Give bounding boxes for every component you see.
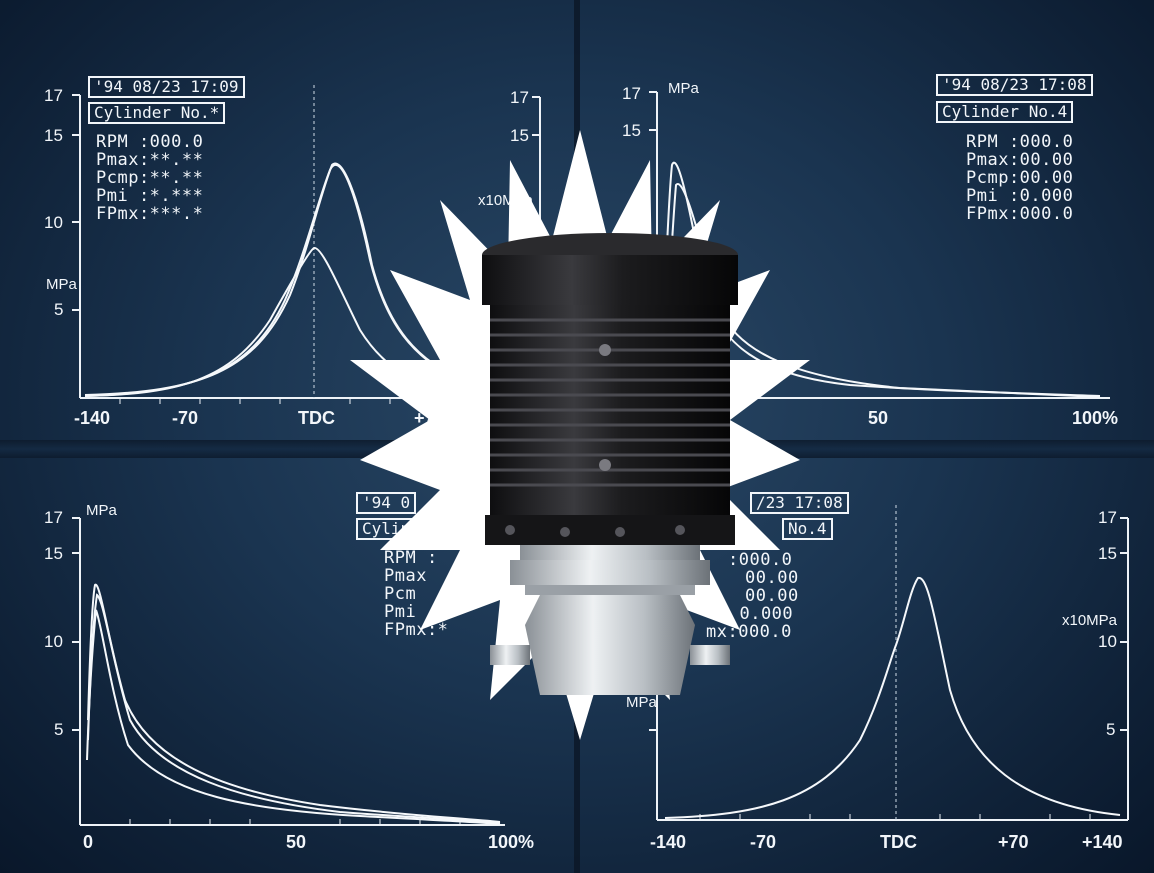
br-x-tick-m140: -140 [650,832,687,852]
bl-x-minor-ticks [129,819,461,825]
br-y-tick-17: 17 [1098,508,1117,527]
tr-readout-pcmp: Pcmp:00.00 [966,168,1074,188]
br-timestamp: /23 17:08 [750,492,849,514]
tr-x-tick-100: 100% [1072,408,1119,428]
tl-x-tick-tdc: TDC [298,408,335,428]
br-trace [664,576,1121,819]
tl-readout-pmi: Pmi :*.*** [96,186,204,206]
bl-readout-fpmx: FPmx:* [384,620,449,640]
tl-y-tick-15: 15 [44,126,63,145]
tr-readout-pmax: Pmax:00.00 [966,150,1074,170]
tl-timestamp: '94 08/23 17:09 [88,76,245,98]
bl-readout-rpm: RPM : [384,548,438,568]
br-x-tick-p70: +70 [998,832,1029,852]
br-y-tick-5: 5 [1106,720,1116,739]
pressure-sensor-icon [482,233,738,695]
bl-timestamp: '94 0 [356,492,417,514]
br-x-tick-tdc: TDC [880,832,917,852]
tl-readout-pmax: Pmax:**.** [96,150,204,170]
tl-readout-rpm: RPM :000.0 [96,132,204,152]
bl-x-tick-50: 50 [286,832,307,852]
bl-x-tick-0: 0 [83,832,94,852]
bl-trace [86,583,501,825]
br-y-tick-10: 10 [1098,632,1117,651]
bl-y-tick-15: 15 [44,544,63,563]
bl-y-tick-10: 10 [44,632,63,651]
tl-x-tick-m140: -140 [74,408,111,428]
tr-mid-tick-15: 15 [510,126,529,145]
tr-mid-tick-17: 17 [510,88,529,107]
br-readout-pcmp: 00.00 [745,586,799,606]
tr-cylinder-label: Cylinder No.4 [936,101,1074,123]
bl-readout-pcmp: Pcm [384,584,417,604]
br-left-unit: MPa [626,694,657,711]
tr-readout-pmi: Pmi :0.000 [966,186,1074,206]
tl-y-tick-5: 5 [54,300,64,319]
tr-y-tick-17: 17 [622,84,641,103]
br-y-tick-15: 15 [1098,544,1117,563]
tl-x-tick-m70: -70 [172,408,199,428]
bl-readout-pmax: Pmax [384,566,427,586]
bl-y-tick-5: 5 [54,720,64,739]
tr-readout-fpmx: FPmx:000.0 [966,204,1074,224]
tl-y-tick-10: 10 [44,213,63,232]
tl-y-tick-17: 17 [44,86,63,105]
br-readout-pmax: 00.00 [745,568,799,588]
bl-y-unit: MPa [86,502,117,519]
tl-readout-pcmp: Pcmp:**.** [96,168,204,188]
br-x-tick-p140: +140 [1082,832,1123,852]
tl-readout-fpmx: FPmx:***.* [96,204,204,224]
tr-y-unit: MPa [668,80,699,97]
tr-timestamp: '94 08/23 17:08 [936,74,1093,96]
br-readout-fpmx: mx:000.0 [706,622,792,642]
br-y-unit: x10MPa [1062,612,1118,629]
bl-y-tick-17: 17 [44,508,63,527]
br-x-tick-m70: -70 [750,832,777,852]
br-readout-rpm: :000.0 [728,550,793,570]
tr-readout-rpm: RPM :000.0 [966,132,1074,152]
tl-cylinder-label: Cylinder No.* [88,102,226,124]
tr-x-tick-50: 50 [868,408,889,428]
tl-y-unit: MPa [46,276,77,293]
br-x-minor-ticks [699,814,1091,820]
br-cylinder-label: No.4 [782,518,833,540]
tr-y-tick-15: 15 [622,121,641,140]
bl-x-tick-100: 100% [488,832,535,852]
